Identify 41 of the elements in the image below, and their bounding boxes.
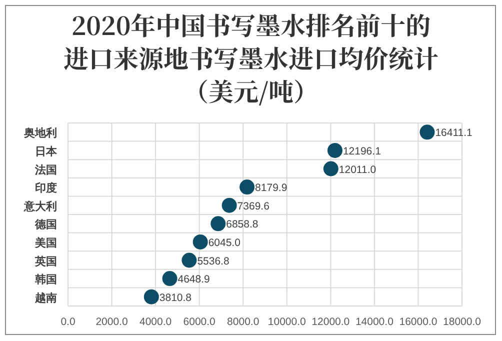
x-tick-label: 4000.0 <box>139 316 172 328</box>
x-tick-label: 8000.0 <box>227 316 260 328</box>
x-tick-label: 10000.0 <box>268 316 306 328</box>
x-tick-label: 14000.0 <box>355 316 394 328</box>
y-tick-label: 印度 <box>35 182 57 195</box>
point <box>327 142 342 158</box>
point <box>323 161 338 176</box>
point <box>144 289 159 304</box>
y-tick-label: 奥地利 <box>23 126 57 140</box>
data-label: 6045.0 <box>208 236 241 249</box>
data-label: 12196.1 <box>342 145 382 158</box>
data-label: 12011.0 <box>338 164 376 176</box>
y-tick-label: 越南 <box>34 291 57 304</box>
data-label: 7369.6 <box>237 200 270 212</box>
point <box>222 198 237 213</box>
point <box>210 216 226 232</box>
data-label: 4648.9 <box>178 274 210 286</box>
x-tick-label: 6000.0 <box>183 316 216 328</box>
point <box>182 252 197 268</box>
point <box>162 271 178 286</box>
y-tick-label: 日本 <box>35 144 58 158</box>
data-label: 16411.1 <box>435 127 473 140</box>
y-tick-label: 意大利 <box>23 200 57 213</box>
x-tick-label: 18000.0 <box>443 316 482 328</box>
data-label: 5536.8 <box>197 255 230 268</box>
x-tick-label: 2000.0 <box>96 316 128 328</box>
data-label: 6858.8 <box>226 218 258 231</box>
data-label: 3810.8 <box>159 292 192 304</box>
y-tick-label: 法国 <box>34 163 57 176</box>
point <box>420 124 435 140</box>
x-tick-label: 16000.0 <box>399 316 438 328</box>
x-tick-label: 12000.0 <box>312 316 350 328</box>
x-tick-label: 0.0 <box>60 316 76 328</box>
y-tick-label: 美国 <box>34 236 57 250</box>
chart-title: 2020年中国书写墨水排名前十的进口来源地书写墨水进口均价统计（美元/吨） <box>63 7 439 109</box>
point <box>240 180 255 195</box>
y-tick-label: 韩国 <box>34 273 57 286</box>
y-tick-label: 德国 <box>34 218 57 232</box>
y-tick-label: 英国 <box>34 254 57 268</box>
point <box>192 234 208 250</box>
data-label: 8179.9 <box>255 182 288 194</box>
